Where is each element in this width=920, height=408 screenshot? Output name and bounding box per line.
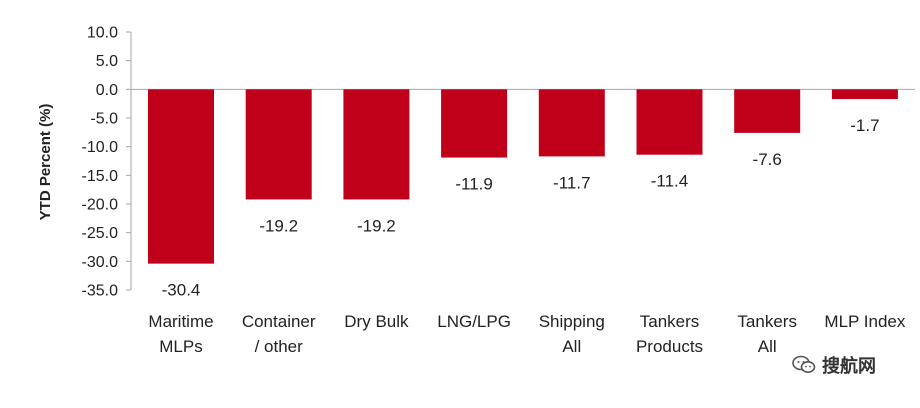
data-label: -19.2 bbox=[259, 216, 298, 235]
bar bbox=[245, 89, 312, 200]
data-label: -7.6 bbox=[753, 150, 782, 169]
data-label: -19.2 bbox=[357, 216, 396, 235]
bar bbox=[148, 89, 214, 264]
data-label: -30.4 bbox=[162, 281, 201, 300]
y-tick-label: -5.0 bbox=[90, 111, 118, 128]
watermark: 搜航网 bbox=[792, 352, 876, 378]
bar bbox=[538, 89, 605, 157]
bar bbox=[441, 89, 508, 158]
x-category-label: Tankers All bbox=[737, 312, 797, 356]
bar bbox=[343, 89, 410, 200]
y-tick-label: -35.0 bbox=[82, 283, 119, 300]
x-category-label: Dry Bulk bbox=[344, 312, 409, 331]
x-category-label: MLP Index bbox=[824, 312, 905, 331]
x-category-label: Shipping All bbox=[539, 312, 605, 356]
wechat-icon bbox=[792, 355, 816, 373]
y-tick-label: -30.0 bbox=[82, 254, 119, 271]
watermark-text: 搜航网 bbox=[822, 356, 876, 376]
bar bbox=[734, 89, 801, 133]
value-labels: -30.4 -19.2 -19.2 -11.9 -11.7 -11.4 -7.6 -1.7 bbox=[162, 116, 880, 300]
x-category-label: LNG/LPG bbox=[437, 312, 511, 331]
x-axis-categories: Maritime MLPs Container / other Dry Bulk LNG/… bbox=[148, 312, 905, 356]
y-axis-label: YTD Percent (%) bbox=[37, 104, 54, 221]
bar bbox=[831, 89, 898, 100]
x-category-label: Container / other bbox=[242, 312, 316, 356]
data-label: -11.4 bbox=[651, 172, 689, 191]
data-label: -11.9 bbox=[455, 175, 493, 194]
x-category-label: Maritime MLPs bbox=[148, 312, 213, 356]
x-category-label: Tankers Products bbox=[636, 312, 703, 356]
data-label: -1.7 bbox=[850, 116, 879, 135]
y-tick-label: -25.0 bbox=[82, 225, 119, 242]
data-label: -11.7 bbox=[553, 173, 591, 192]
y-tick-label: 10.0 bbox=[87, 25, 118, 42]
bars bbox=[148, 89, 898, 264]
bar bbox=[636, 89, 703, 155]
y-tick-label: -15.0 bbox=[82, 168, 119, 185]
y-tick-label: 0.0 bbox=[96, 82, 118, 99]
y-tick-label: -20.0 bbox=[82, 197, 119, 214]
y-tick-label: -10.0 bbox=[82, 139, 119, 156]
y-axis: 10.0 5.0 0.0 -5.0 -10.0 -15.0 -20.0 -25.0 -30.0 -… bbox=[82, 25, 131, 300]
y-tick-label: 5.0 bbox=[96, 53, 118, 70]
